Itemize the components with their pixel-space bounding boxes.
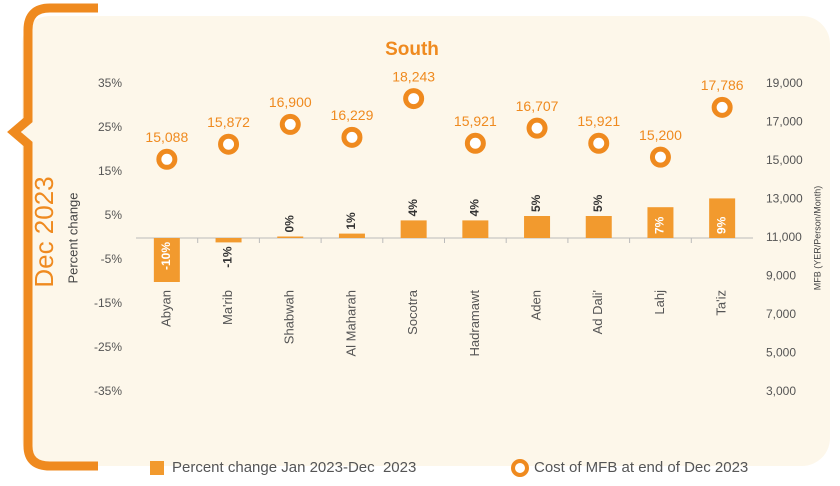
point-value-label: 18,243 [392, 68, 435, 84]
x-tick-label: Al Maharah [343, 290, 358, 356]
point-value-label: 15,921 [577, 113, 620, 129]
point-value-label: 15,872 [207, 114, 250, 130]
point-value-label: 17,786 [701, 77, 744, 93]
bar [338, 233, 365, 238]
bar-value-label: 4% [468, 199, 482, 217]
bar-value-label: 5% [591, 194, 605, 212]
x-tick-label: Ta'iz [714, 290, 729, 316]
bar [215, 238, 242, 243]
y-axis-label: Percent change [65, 192, 80, 283]
bar [277, 236, 304, 238]
y-tick-label: 25% [98, 120, 122, 134]
x-tick-label: Ma'rib [220, 290, 235, 325]
bar-value-label: -10% [159, 242, 173, 270]
bar [462, 220, 489, 238]
y-tick-label: 5% [105, 208, 123, 222]
y-tick-label: 15% [98, 164, 122, 178]
point-value-label: 16,707 [516, 98, 559, 114]
mfb-point [588, 132, 610, 154]
y2-tick-label: 7,000 [766, 307, 796, 321]
bar-value-label: 9% [714, 216, 728, 234]
mfb-point [279, 113, 301, 135]
bar-value-label: 7% [653, 216, 667, 234]
bar-value-label: 4% [406, 199, 420, 217]
y2-tick-label: 9,000 [766, 269, 796, 283]
legend-label: Percent change Jan 2023-Dec 2023 [172, 459, 416, 476]
mfb-point [711, 96, 733, 118]
y2-tick-label: 15,000 [766, 153, 803, 167]
point-value-label: 15,921 [454, 113, 497, 129]
mfb-point [156, 148, 178, 170]
point-value-label: 16,900 [269, 94, 312, 110]
mfb-point [649, 146, 671, 168]
y-tick-label: -15% [94, 296, 122, 310]
point-value-label: 15,088 [145, 129, 188, 145]
y2-tick-label: 11,000 [766, 230, 802, 244]
x-tick-label: Aden [528, 290, 543, 320]
bar [400, 220, 427, 238]
y2-tick-label: 19,000 [766, 76, 803, 90]
point-value-label: 15,200 [639, 127, 682, 143]
legend-label: Cost of MFB at end of Dec 2023 [534, 459, 748, 476]
y-tick-label: -35% [94, 384, 122, 398]
x-tick-label: Socotra [405, 289, 420, 335]
side-title: Dec 2023 [29, 176, 59, 287]
mfb-point [341, 126, 363, 148]
x-tick-label: Ad Dali' [590, 290, 605, 334]
point-value-label: 16,229 [331, 107, 374, 123]
legend-swatch [511, 459, 529, 477]
mfb-point [526, 117, 548, 139]
panel-background [22, 16, 830, 466]
y2-tick-label: 5,000 [766, 346, 796, 360]
bar-value-label: 0% [282, 215, 296, 233]
bar [524, 216, 551, 238]
mfb-point [403, 88, 425, 110]
side-bracket [7, 3, 98, 471]
chart-title: South [385, 39, 439, 60]
bar [153, 238, 180, 282]
y2-tick-label: 3,000 [766, 384, 796, 398]
legend-swatch [150, 461, 164, 475]
y-tick-label: -5% [101, 252, 123, 266]
bar [709, 198, 736, 238]
y2-tick-label: 17,000 [766, 115, 803, 129]
x-tick-label: Lahj [652, 290, 667, 315]
y2-axis-label: MFB (YER/Person/Month) [812, 186, 822, 291]
bar-value-label: 5% [529, 194, 543, 212]
x-tick-label: Shabwah [282, 290, 297, 344]
y2-tick-label: 13,000 [766, 192, 803, 206]
bar-value-label: 1% [344, 212, 358, 230]
bar [647, 207, 674, 238]
bar-value-label: -1% [221, 246, 235, 268]
x-tick-label: Hadramawt [467, 290, 482, 357]
bar [585, 216, 612, 238]
mfb-point [218, 133, 240, 155]
y-tick-label: 35% [98, 76, 122, 90]
x-tick-label: Abyan [158, 290, 173, 327]
y-tick-label: -25% [94, 340, 122, 354]
mfb-point [464, 132, 486, 154]
